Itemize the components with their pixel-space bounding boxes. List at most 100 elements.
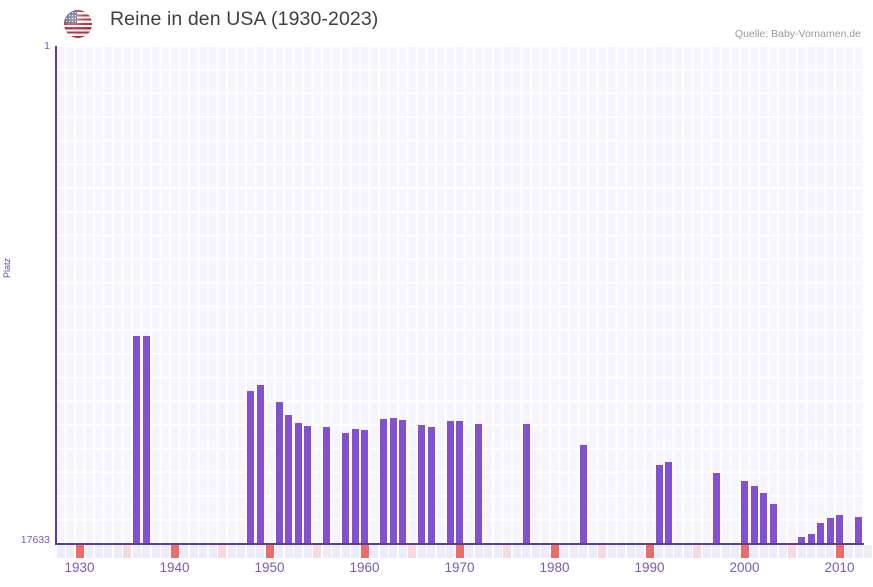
y-axis-line bbox=[55, 46, 57, 544]
strip-cell-plain-1969 bbox=[446, 545, 455, 558]
bar-2006[interactable] bbox=[798, 537, 806, 543]
strip-cell-plain-1997 bbox=[712, 545, 721, 558]
strip-cell-plain-1939 bbox=[161, 545, 170, 558]
strip-cell-plain-1981 bbox=[560, 545, 569, 558]
bar-1972[interactable] bbox=[475, 424, 483, 543]
strip-cell-plain-1987 bbox=[617, 545, 626, 558]
bar-1959[interactable] bbox=[351, 429, 359, 543]
bar-1969[interactable] bbox=[446, 421, 454, 543]
bar-1954[interactable] bbox=[304, 426, 312, 543]
strip-cell-plain-1994 bbox=[683, 545, 692, 558]
bar-1970[interactable] bbox=[456, 421, 464, 543]
strip-cell-plain-1983 bbox=[579, 545, 588, 558]
strip-cell-plain-1974 bbox=[493, 545, 502, 558]
strip-cell-plain-1967 bbox=[427, 545, 436, 558]
strip-cell-plain-1977 bbox=[522, 545, 531, 558]
x-tick-1970: 1970 bbox=[444, 560, 475, 575]
strip-cell-half-1945 bbox=[218, 545, 227, 558]
bar-2007[interactable] bbox=[807, 534, 815, 543]
strip-cell-decade-2010 bbox=[835, 545, 844, 558]
strip-cell-plain-1949 bbox=[256, 545, 265, 558]
strip-cell-plain-1951 bbox=[275, 545, 284, 558]
bar-1962[interactable] bbox=[380, 419, 388, 543]
strip-cell-plain-1986 bbox=[607, 545, 616, 558]
strip-cell-decade-1990 bbox=[645, 545, 654, 558]
strip-cell-plain-2013 bbox=[864, 545, 873, 558]
strip-cell-plain-1963 bbox=[389, 545, 398, 558]
strip-cell-plain-1972 bbox=[474, 545, 483, 558]
x-tick-1940: 1940 bbox=[159, 560, 190, 575]
bar-1951[interactable] bbox=[275, 402, 283, 543]
bar-1936[interactable] bbox=[133, 336, 141, 543]
strip-cell-plain-1984 bbox=[588, 545, 597, 558]
strip-cell-plain-2004 bbox=[778, 545, 787, 558]
bar-1992[interactable] bbox=[665, 462, 673, 543]
strip-cell-plain-1971 bbox=[465, 545, 474, 558]
page-title: Reine in den USA (1930-2023) bbox=[110, 8, 379, 30]
bar-1964[interactable] bbox=[399, 420, 407, 543]
bar-1997[interactable] bbox=[712, 473, 720, 543]
bar-1956[interactable] bbox=[323, 427, 331, 543]
strip-cell-plain-1932 bbox=[94, 545, 103, 558]
strip-cell-plain-1979 bbox=[541, 545, 550, 558]
strip-cell-plain-1982 bbox=[569, 545, 578, 558]
bar-1952[interactable] bbox=[285, 415, 293, 543]
bar-2003[interactable] bbox=[769, 504, 777, 543]
strip-cell-half-1975 bbox=[503, 545, 512, 558]
strip-cell-plain-2008 bbox=[816, 545, 825, 558]
bar-1991[interactable] bbox=[655, 465, 663, 543]
strip-cell-decade-2000 bbox=[740, 545, 749, 558]
bar-2002[interactable] bbox=[760, 493, 768, 543]
bar-2010[interactable] bbox=[836, 515, 844, 543]
strip-cell-plain-1929 bbox=[66, 545, 75, 558]
strip-cell-half-1985 bbox=[598, 545, 607, 558]
strip-cell-plain-1998 bbox=[721, 545, 730, 558]
strip-cell-plain-1942 bbox=[189, 545, 198, 558]
strip-cell-half-1995 bbox=[693, 545, 702, 558]
bar-1937[interactable] bbox=[142, 336, 150, 543]
x-tick-1990: 1990 bbox=[634, 560, 665, 575]
strip-cell-plain-1988 bbox=[626, 545, 635, 558]
strip-cell-plain-2011 bbox=[845, 545, 854, 558]
bar-1963[interactable] bbox=[389, 418, 397, 543]
bar-1967[interactable] bbox=[427, 427, 435, 543]
strip-cell-plain-1966 bbox=[417, 545, 426, 558]
bar-1953[interactable] bbox=[294, 423, 302, 543]
strip-cell-plain-1999 bbox=[731, 545, 740, 558]
bar-1977[interactable] bbox=[522, 424, 530, 543]
strip-cell-half-1935 bbox=[123, 545, 132, 558]
strip-cell-plain-1953 bbox=[294, 545, 303, 558]
bar-2009[interactable] bbox=[826, 518, 834, 543]
strip-cell-half-2005 bbox=[788, 545, 797, 558]
y-axis-label: Platz bbox=[2, 257, 12, 278]
bar-1960[interactable] bbox=[361, 430, 369, 543]
strip-cell-plain-1976 bbox=[512, 545, 521, 558]
bar-2000[interactable] bbox=[741, 481, 749, 543]
strip-cell-plain-2007 bbox=[807, 545, 816, 558]
strip-cell-plain-1989 bbox=[636, 545, 645, 558]
strip-cell-decade-1960 bbox=[360, 545, 369, 558]
x-tick-2010: 2010 bbox=[824, 560, 855, 575]
plot-area bbox=[56, 46, 864, 543]
bar-1949[interactable] bbox=[256, 385, 264, 543]
bar-2012[interactable] bbox=[855, 517, 863, 543]
bar-2008[interactable] bbox=[817, 523, 825, 543]
strip-cell-plain-1931 bbox=[85, 545, 94, 558]
strip-cell-plain-1946 bbox=[227, 545, 236, 558]
source-attribution: Quelle: Baby-Vornamen.de bbox=[734, 28, 861, 40]
strip-cell-plain-1936 bbox=[132, 545, 141, 558]
bar-1983[interactable] bbox=[579, 445, 587, 543]
bar-1966[interactable] bbox=[418, 425, 426, 543]
strip-cell-plain-1928 bbox=[56, 545, 65, 558]
strip-cell-plain-1934 bbox=[113, 545, 122, 558]
bar-2001[interactable] bbox=[750, 486, 758, 543]
strip-cell-plain-1991 bbox=[655, 545, 664, 558]
bar-1958[interactable] bbox=[342, 433, 350, 543]
y-tick-top: 1 bbox=[44, 40, 50, 52]
strip-cell-plain-1947 bbox=[237, 545, 246, 558]
strip-cell-plain-1948 bbox=[246, 545, 255, 558]
x-tick-2000: 2000 bbox=[729, 560, 760, 575]
strip-cell-plain-2001 bbox=[750, 545, 759, 558]
strip-cell-plain-1978 bbox=[531, 545, 540, 558]
bar-1948[interactable] bbox=[247, 391, 255, 543]
